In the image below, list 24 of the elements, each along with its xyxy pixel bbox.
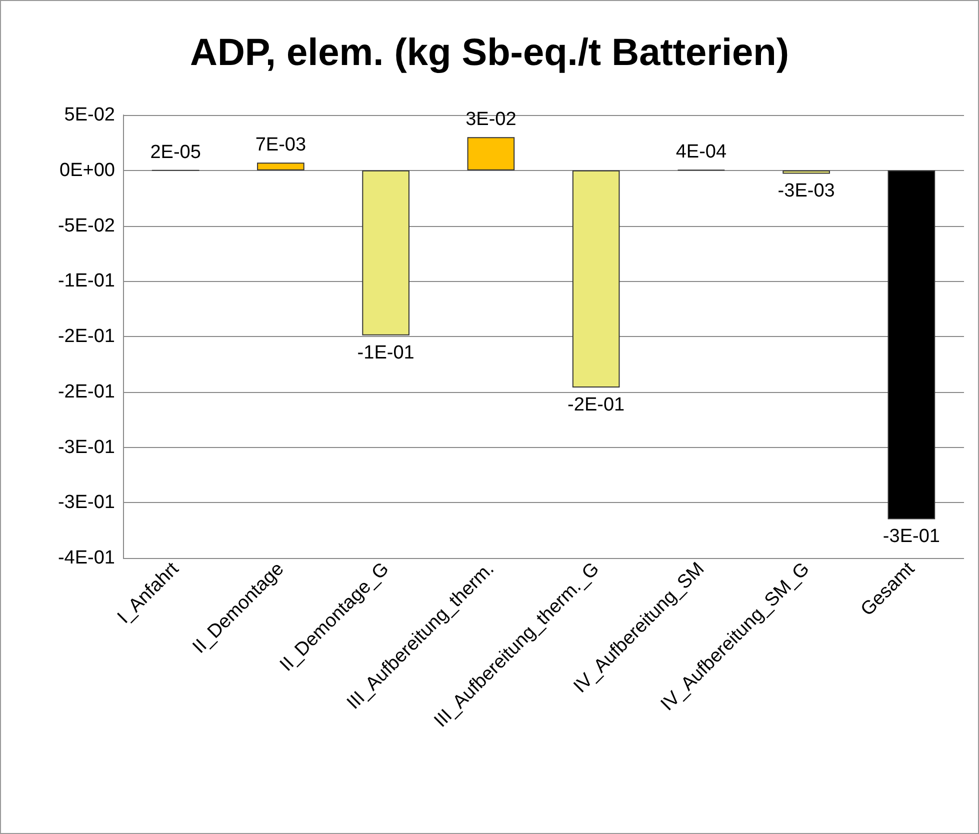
y-tick-label: 5E-02 bbox=[64, 104, 115, 126]
data-label: -3E-03 bbox=[778, 180, 835, 202]
y-tick-label: 0E+00 bbox=[60, 160, 115, 181]
y-tick-label: -3E-01 bbox=[58, 436, 115, 458]
data-label: -1E-01 bbox=[357, 342, 414, 364]
chart-title: ADP, elem. (kg Sb-eq./t Batterien) bbox=[190, 32, 789, 74]
bar bbox=[257, 162, 304, 170]
bar bbox=[888, 170, 936, 520]
data-label: -3E-01 bbox=[882, 526, 940, 548]
bar bbox=[467, 137, 515, 170]
y-tick-label: -1E-01 bbox=[58, 270, 115, 292]
bar bbox=[362, 170, 410, 336]
y-tick-label: -3E-01 bbox=[58, 492, 115, 514]
bar bbox=[572, 170, 620, 388]
y-tick-label: -2E-01 bbox=[58, 381, 115, 402]
data-label: 3E-02 bbox=[466, 109, 516, 130]
data-label: 7E-03 bbox=[255, 134, 306, 156]
data-label: 4E-04 bbox=[676, 142, 727, 163]
y-tick-label: -5E-02 bbox=[58, 215, 115, 236]
data-label: -2E-01 bbox=[568, 394, 625, 416]
y-tick-label: -2E-01 bbox=[58, 326, 115, 347]
data-label: 2E-05 bbox=[150, 142, 201, 163]
bar bbox=[782, 170, 830, 174]
y-tick-label: -4E-01 bbox=[58, 548, 115, 568]
